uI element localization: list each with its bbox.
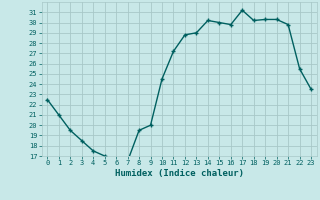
X-axis label: Humidex (Indice chaleur): Humidex (Indice chaleur) (115, 169, 244, 178)
